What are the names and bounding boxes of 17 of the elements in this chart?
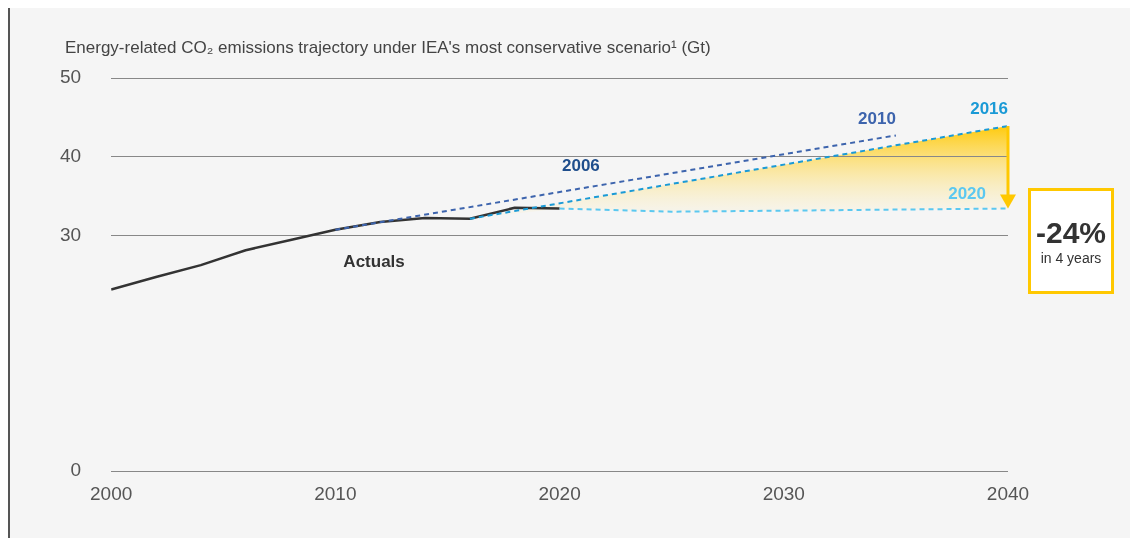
series-label: 2010 bbox=[858, 108, 896, 128]
y-tick-label: 0 bbox=[70, 459, 82, 481]
x-tick-label: 2040 bbox=[986, 482, 1030, 504]
y-tick-label: 40 bbox=[59, 144, 82, 166]
y-tick-label: 30 bbox=[59, 223, 82, 245]
chart-title: Energy-related CO₂ emissions trajectory under IEA's most conservative scenario¹ (Gt) bbox=[65, 38, 711, 58]
x-tick-label: 2030 bbox=[762, 482, 805, 504]
x-tick-label: 2020 bbox=[538, 482, 581, 504]
y-tick-label: 50 bbox=[59, 66, 82, 88]
text: in 4 years bbox=[1039, 250, 1103, 266]
series-label: 2020 bbox=[948, 183, 986, 203]
x-tick-label: 2010 bbox=[314, 482, 357, 504]
text: -24% bbox=[1034, 216, 1107, 250]
series-label: 2016 bbox=[970, 99, 1008, 119]
series-label: Actuals bbox=[343, 251, 405, 271]
annotation: 2006 bbox=[562, 156, 600, 176]
x-tick-label: 2000 bbox=[89, 482, 133, 504]
